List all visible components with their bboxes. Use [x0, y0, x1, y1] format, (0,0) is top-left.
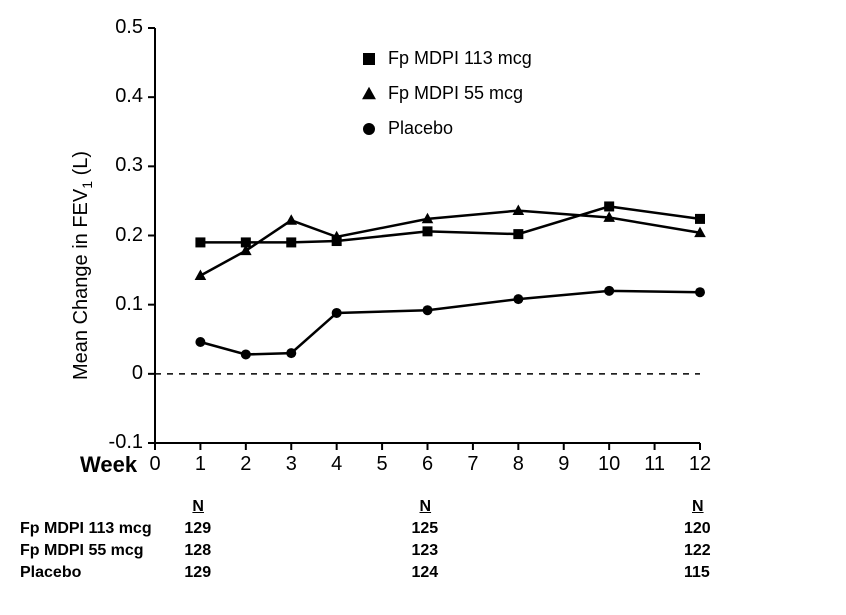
triangle-icon [360, 85, 378, 103]
n-table-cell: 125 [412, 520, 439, 538]
x-tick-label: 12 [688, 453, 712, 476]
y-axis-label-sub: 1 [79, 181, 95, 189]
n-table-header: N [692, 498, 704, 516]
x-tick-label: 4 [325, 453, 349, 476]
legend-item: Placebo [360, 118, 453, 139]
x-tick-label: 5 [370, 453, 394, 476]
legend-item: Fp MDPI 113 mcg [360, 48, 532, 69]
x-tick-label: 1 [188, 453, 212, 476]
n-table-cell: 122 [684, 542, 711, 560]
n-table-cell: 120 [684, 520, 711, 538]
circle-icon [360, 120, 378, 138]
n-table-row-label: Fp MDPI 55 mcg [20, 542, 144, 560]
n-table-cell: 123 [412, 542, 439, 560]
x-tick-label: 9 [552, 453, 576, 476]
n-table-header: N [192, 498, 204, 516]
y-tick-label: 0.1 [115, 293, 143, 316]
x-tick-label: 10 [597, 453, 621, 476]
x-tick-label: 3 [279, 453, 303, 476]
x-tick-label: 0 [143, 453, 167, 476]
legend-label: Placebo [388, 118, 453, 139]
legend-item: Fp MDPI 55 mcg [360, 83, 523, 104]
square-icon [360, 50, 378, 68]
x-axis-label: Week [80, 452, 137, 478]
n-table-header: N [420, 498, 432, 516]
n-table-cell: 124 [412, 564, 439, 582]
y-tick-label: 0.4 [115, 85, 143, 108]
y-tick-label: -0.1 [109, 431, 143, 454]
legend-label: Fp MDPI 55 mcg [388, 83, 523, 104]
n-table-cell: 129 [184, 520, 211, 538]
x-tick-label: 7 [461, 453, 485, 476]
y-tick-label: 0.5 [115, 16, 143, 39]
n-table-cell: 128 [184, 542, 211, 560]
y-axis-label-prefix: Mean Change in FEV [70, 189, 92, 380]
y-axis-label-suffix: (L) [70, 151, 92, 181]
y-axis-label: Mean Change in FEV1 (L) [70, 151, 95, 380]
x-tick-label: 6 [416, 453, 440, 476]
y-tick-label: 0.2 [115, 224, 143, 247]
y-tick-label: 0 [132, 362, 143, 385]
n-table-row-label: Fp MDPI 113 mcg [20, 520, 152, 538]
x-tick-label: 2 [234, 453, 258, 476]
x-tick-label: 11 [643, 453, 667, 476]
n-table-row-label: Placebo [20, 564, 81, 582]
n-table-cell: 129 [184, 564, 211, 582]
n-table-cell: 115 [684, 564, 710, 582]
legend-label: Fp MDPI 113 mcg [388, 48, 532, 69]
y-tick-label: 0.3 [115, 154, 143, 177]
x-tick-label: 8 [506, 453, 530, 476]
